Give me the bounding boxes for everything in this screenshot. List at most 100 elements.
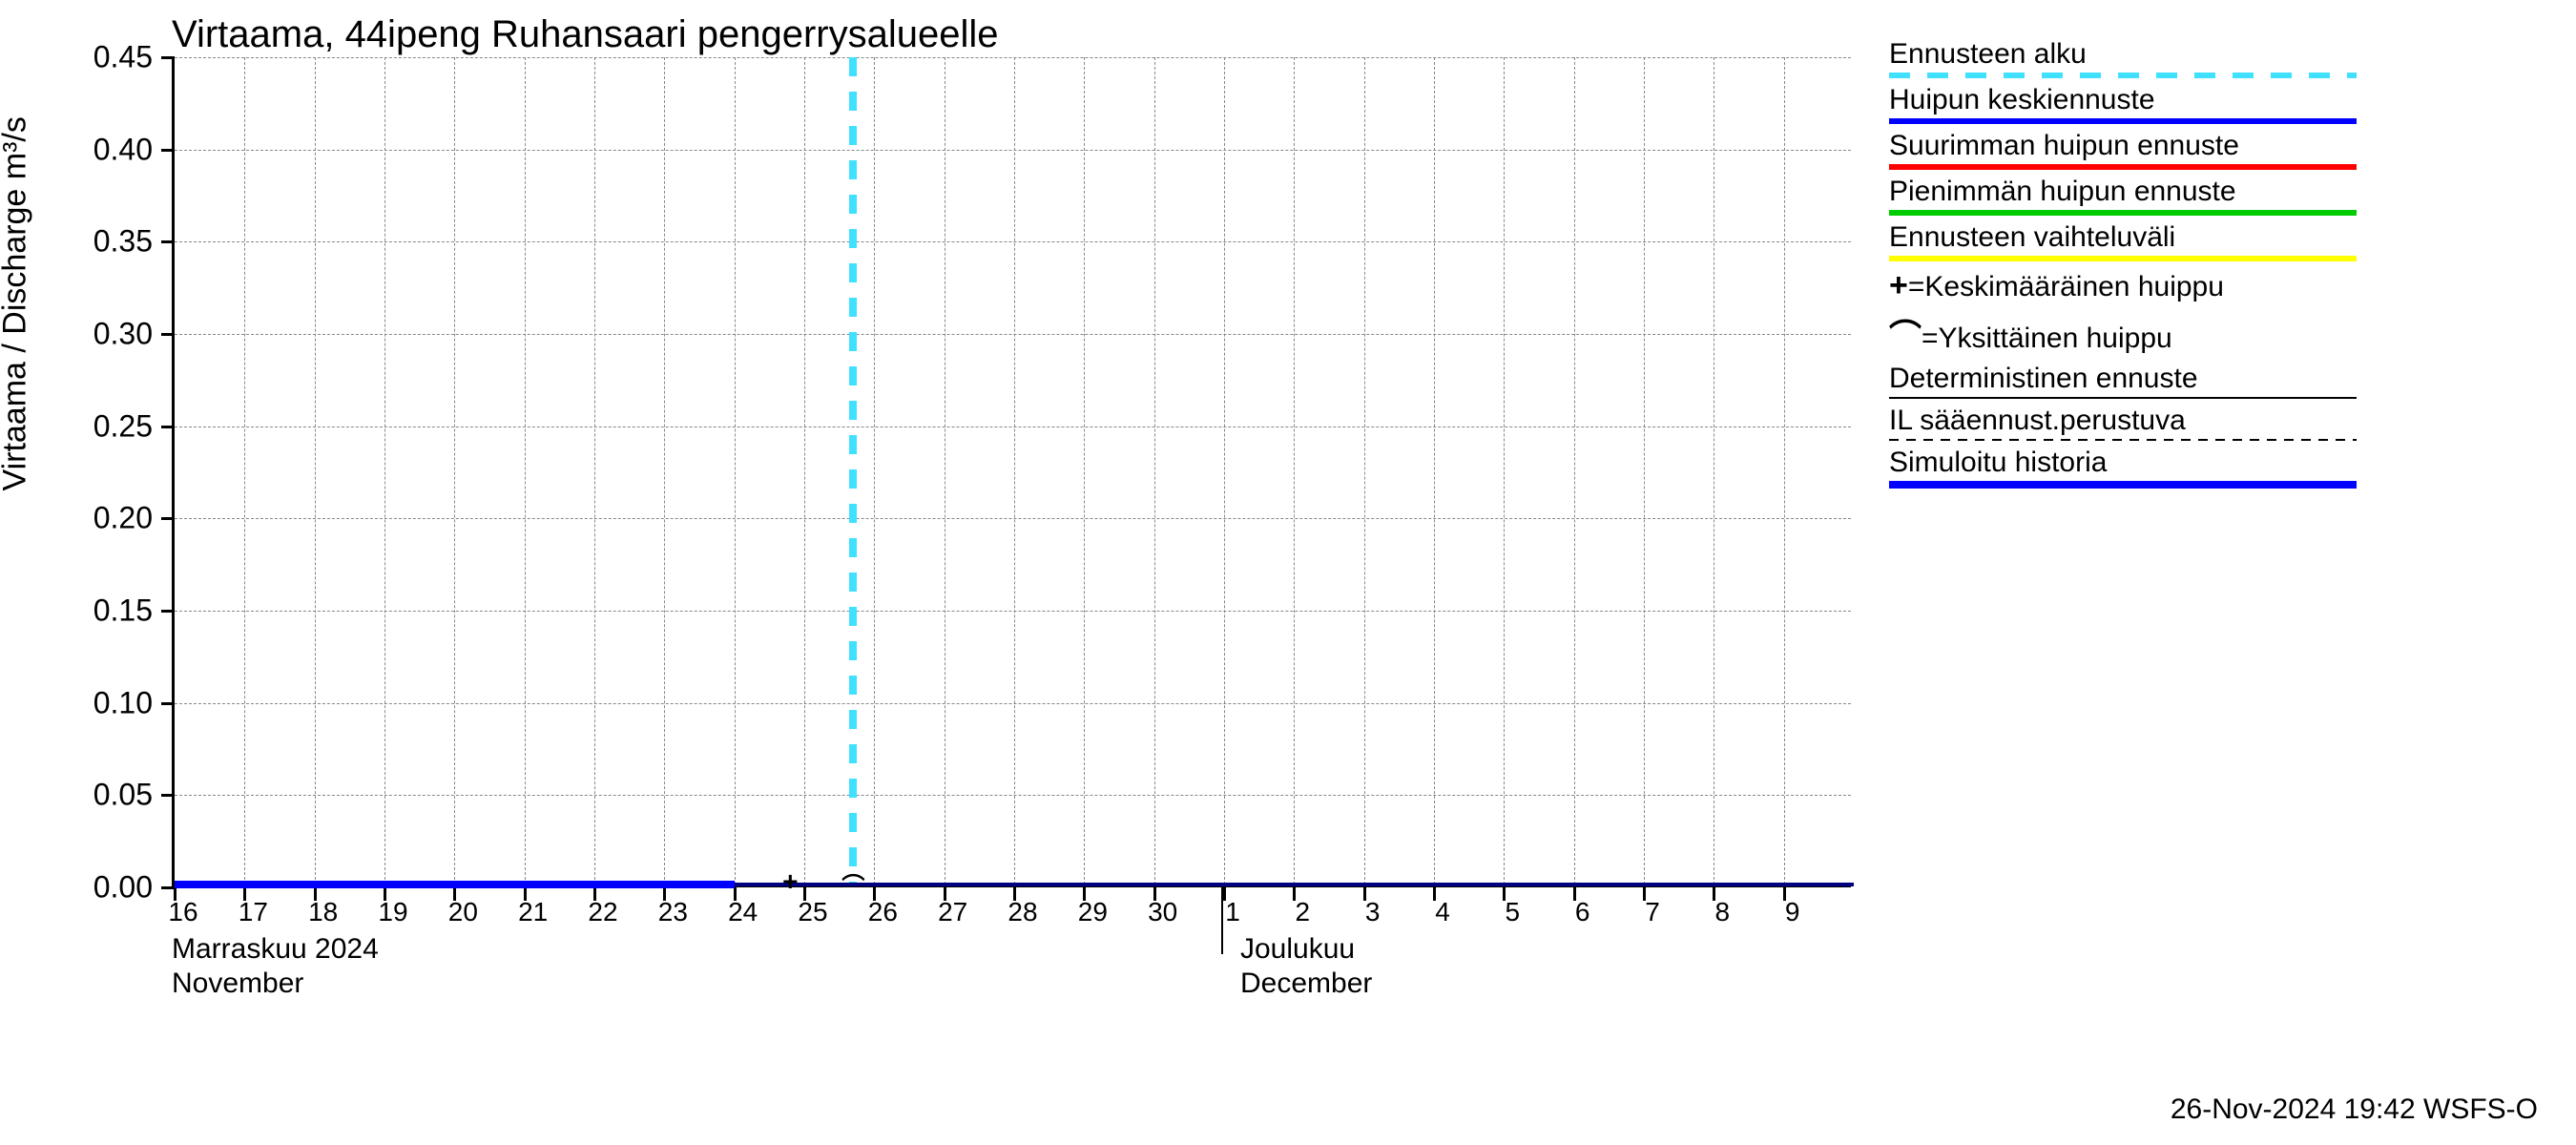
month-label-dec-fi: Joulukuu [1240, 933, 1355, 966]
y-tick-mark [161, 794, 175, 797]
x-tick-label: 18 [308, 897, 338, 927]
legend-item: Huipun keskiennuste [1889, 84, 2557, 124]
x-tick-label: 16 [168, 897, 197, 927]
x-tick-label: 3 [1365, 897, 1381, 927]
gridline-v [735, 57, 736, 885]
x-tick-label: 20 [448, 897, 478, 927]
x-tick-label: 28 [1008, 897, 1037, 927]
legend-label: Huipun keskiennuste [1889, 84, 2557, 116]
legend-line [1889, 256, 2357, 261]
gridline-v [874, 57, 875, 885]
x-tick-label: 22 [588, 897, 617, 927]
gridline-h [175, 518, 1851, 519]
x-tick-label: 21 [518, 897, 548, 927]
gridline-v [664, 57, 665, 885]
gridline-v [594, 57, 595, 885]
legend-symbol: + [1889, 267, 1908, 303]
peak-marker-mean: + [782, 866, 798, 897]
legend-line [1889, 481, 2357, 489]
legend-item: ⌒=Yksittäinen huippu [1889, 310, 2557, 357]
y-tick-mark [161, 702, 175, 705]
legend-line [1889, 118, 2357, 124]
y-tick-mark [161, 517, 175, 520]
x-tick-label: 19 [378, 897, 407, 927]
gridline-v [804, 57, 805, 885]
y-tick-label: 0.45 [38, 40, 153, 75]
legend-item: Simuloitu historia [1889, 447, 2557, 489]
y-axis-label: Virtaama / Discharge m³/s [0, 116, 34, 490]
gridline-h [175, 795, 1851, 796]
month-label-dec-en: December [1240, 968, 1372, 1000]
legend-item: Suurimman huipun ennuste [1889, 130, 2557, 170]
gridline-h [175, 703, 1851, 704]
legend-line [1889, 210, 2357, 216]
series-forecast [735, 883, 1854, 886]
x-tick-label: 26 [868, 897, 898, 927]
x-tick-label: 1 [1225, 897, 1240, 927]
gridline-h [175, 334, 1851, 335]
legend-item: Deterministinen ennuste [1889, 363, 2557, 399]
y-tick-label: 0.30 [38, 317, 153, 352]
chart-title: Virtaama, 44ipeng Ruhansaari pengerrysal… [172, 13, 998, 56]
legend-symbol: ⌒ [1889, 319, 1922, 355]
legend-item: IL sääennust.perustuva [1889, 405, 2557, 441]
gridline-v [1014, 57, 1015, 885]
x-tick-label: 4 [1435, 897, 1450, 927]
y-tick-label: 0.25 [38, 408, 153, 444]
forecast-start-line [849, 57, 857, 885]
legend-label: ⌒=Yksittäinen huippu [1889, 310, 2557, 357]
y-tick-label: 0.00 [38, 870, 153, 906]
y-tick-mark [161, 240, 175, 243]
legend-line [1889, 439, 2357, 441]
gridline-v [1434, 57, 1435, 885]
legend-label: +=Keskimääräinen huippu [1889, 267, 2557, 304]
x-tick-label: 9 [1785, 897, 1800, 927]
gridline-v [244, 57, 245, 885]
x-tick-label: 29 [1078, 897, 1108, 927]
gridline-h [175, 150, 1851, 151]
legend-line [1889, 164, 2357, 170]
x-tick-label: 25 [798, 897, 827, 927]
gridline-v [525, 57, 526, 885]
x-tick-label: 17 [239, 897, 268, 927]
legend-line [1889, 397, 2357, 399]
y-tick-mark [161, 610, 175, 613]
gridline-v [384, 57, 385, 885]
x-tick-label: 8 [1715, 897, 1731, 927]
month-label-nov-en: November [172, 968, 303, 1000]
x-tick-label: 6 [1575, 897, 1590, 927]
plot-area: +⌒ [172, 57, 1851, 887]
y-tick-label: 0.20 [38, 501, 153, 536]
gridline-v [1644, 57, 1645, 885]
legend-label: Ennusteen vaihteluväli [1889, 221, 2557, 254]
gridline-v [1224, 57, 1225, 885]
legend-item: Pienimmän huipun ennuste [1889, 176, 2557, 216]
gridline-v [1294, 57, 1295, 885]
legend-label: Ennusteen alku [1889, 38, 2557, 71]
legend-item: +=Keskimääräinen huippu [1889, 267, 2557, 304]
legend-label: Suurimman huipun ennuste [1889, 130, 2557, 162]
gridline-v [1504, 57, 1505, 885]
gridline-v [454, 57, 455, 885]
legend-label: Deterministinen ennuste [1889, 363, 2557, 395]
y-tick-mark [161, 333, 175, 336]
legend-label: Pienimmän huipun ennuste [1889, 176, 2557, 208]
x-tick-label: 24 [728, 897, 758, 927]
x-tick-label: 27 [938, 897, 967, 927]
series-history [175, 881, 735, 888]
legend-label: IL sääennust.perustuva [1889, 405, 2557, 437]
y-tick-label: 0.40 [38, 132, 153, 167]
gridline-v [1154, 57, 1155, 885]
x-tick-label: 5 [1506, 897, 1521, 927]
y-tick-mark [161, 426, 175, 428]
gridline-h [175, 241, 1851, 242]
y-tick-mark [161, 886, 175, 889]
y-tick-mark [161, 56, 175, 59]
legend-line [1889, 73, 2357, 78]
footer-timestamp: 26-Nov-2024 19:42 WSFS-O [2171, 1093, 2538, 1126]
gridline-h [175, 57, 1851, 58]
y-tick-label: 0.35 [38, 224, 153, 260]
month-label-nov-fi: Marraskuu 2024 [172, 933, 379, 966]
y-tick-mark [161, 149, 175, 152]
y-tick-label: 0.10 [38, 685, 153, 720]
